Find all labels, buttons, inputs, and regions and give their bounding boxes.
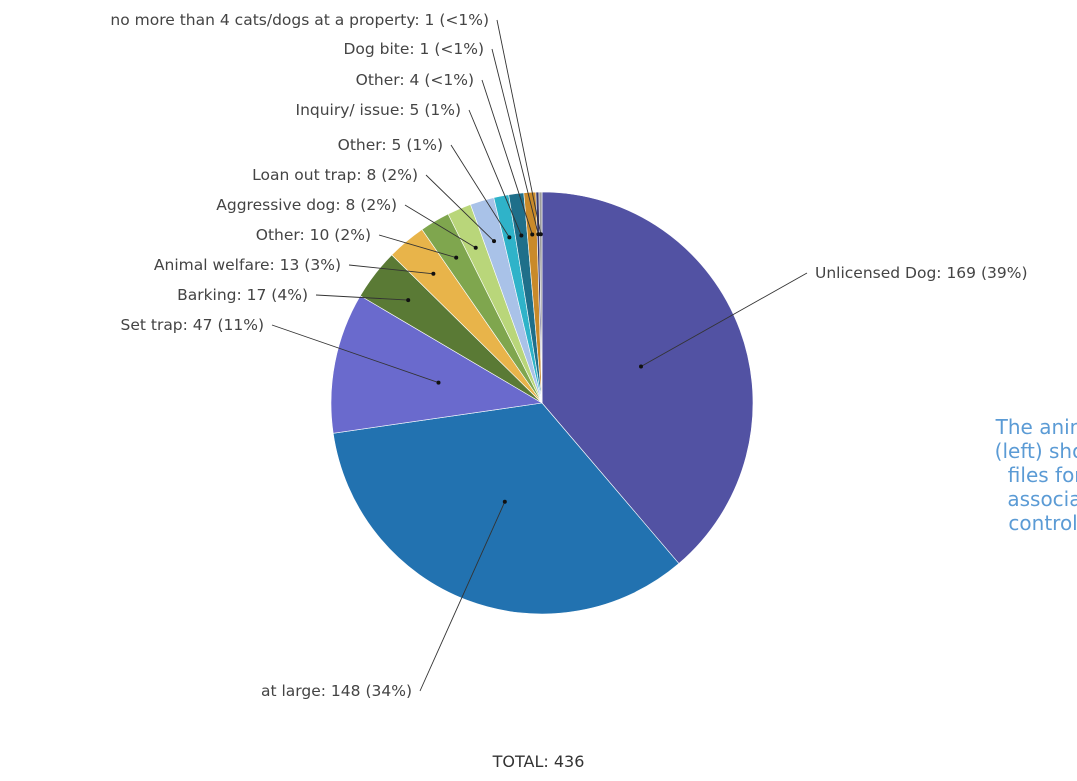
slice-label: Other: 5 (1%) bbox=[338, 136, 443, 154]
pie-slice bbox=[332, 402, 680, 615]
leader-line bbox=[491, 48, 539, 235]
description-line-4: associatec bbox=[1007, 487, 1077, 511]
pie-slice bbox=[538, 191, 543, 404]
leader-dot bbox=[519, 233, 524, 238]
total-label: TOTAL: 436 bbox=[492, 752, 585, 771]
slice-label: Set trap: 47 (11%) bbox=[120, 316, 264, 334]
description-line-1: The animal c bbox=[995, 415, 1077, 439]
leader-dot bbox=[406, 298, 411, 303]
slice-label: at large: 148 (34%) bbox=[261, 682, 412, 700]
slice-label: no more than 4 cats/dogs at a property: … bbox=[110, 11, 489, 29]
leader-line bbox=[378, 234, 457, 259]
description-line-2: (left) shows t bbox=[994, 439, 1077, 463]
pie-slice bbox=[541, 191, 754, 564]
slice-label: Loan out trap: 8 (2%) bbox=[252, 166, 418, 184]
leader-line bbox=[271, 324, 439, 384]
leader-line bbox=[481, 79, 533, 235]
slice-labels: Unlicensed Dog: 169 (39%) at large: 148 (… bbox=[110, 11, 1027, 700]
slice-label: Aggressive dog: 8 (2%) bbox=[216, 196, 397, 214]
description-line-5: control for bbox=[1008, 511, 1077, 535]
leader-line bbox=[315, 294, 409, 301]
slice-label: Inquiry/ issue: 5 (1%) bbox=[296, 101, 462, 119]
slice-label: Unlicensed Dog: 169 (39%) bbox=[815, 264, 1028, 282]
leader-dot bbox=[492, 239, 497, 244]
slice-label: Other: 10 (2%) bbox=[256, 226, 371, 244]
leader-lines bbox=[271, 19, 808, 692]
description-text: The animal c (left) shows t files for ec… bbox=[760, 415, 1077, 535]
leader-line bbox=[404, 204, 476, 249]
leader-dot bbox=[507, 235, 512, 240]
leader-dot bbox=[502, 499, 507, 504]
leader-dot bbox=[431, 271, 436, 276]
leader-line bbox=[468, 109, 522, 236]
leader-line bbox=[348, 264, 434, 275]
leader-line bbox=[640, 272, 808, 367]
leader-line bbox=[496, 19, 542, 235]
leader-dot bbox=[638, 364, 643, 369]
slice-label: Animal welfare: 13 (3%) bbox=[154, 256, 341, 274]
leader-dot bbox=[436, 380, 441, 385]
slice-label: Other: 4 (<1%) bbox=[356, 71, 474, 89]
leader-dot bbox=[530, 232, 535, 237]
leader-dot bbox=[538, 232, 543, 237]
leader-dot bbox=[454, 255, 459, 260]
slice-label: Barking: 17 (4%) bbox=[177, 286, 308, 304]
slice-label: Dog bite: 1 (<1%) bbox=[343, 40, 484, 58]
pie-slices bbox=[330, 191, 754, 615]
pie-slice bbox=[330, 295, 543, 434]
leader-dot bbox=[473, 245, 478, 250]
leader-line bbox=[425, 174, 495, 242]
description-line-3: files for ec bbox=[1007, 463, 1077, 487]
leader-line bbox=[419, 501, 506, 692]
leader-line bbox=[450, 144, 510, 238]
